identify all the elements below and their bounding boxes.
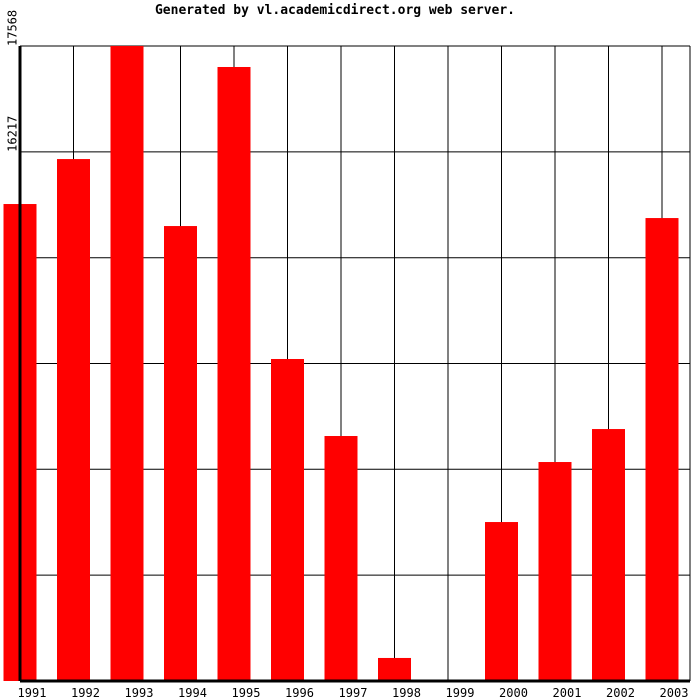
x-tick-label: 1998 — [392, 686, 421, 700]
bar — [378, 657, 411, 681]
bar — [538, 462, 572, 681]
bar — [217, 66, 251, 681]
bar — [271, 358, 304, 681]
y-tick-label: 17568 — [6, 10, 20, 46]
x-tick-label: 1995 — [232, 686, 261, 700]
x-tick-label: 2002 — [606, 686, 635, 700]
bar — [164, 226, 197, 681]
x-tick-label: 1996 — [285, 686, 314, 700]
x-tick-label: 1991 — [18, 686, 47, 700]
x-tick-label: 1997 — [339, 686, 368, 700]
x-tick-label: 1993 — [125, 686, 154, 700]
x-tick-label: 1999 — [446, 686, 475, 700]
bar — [645, 218, 679, 681]
bar — [57, 159, 90, 681]
x-tick-label: 1994 — [178, 686, 207, 700]
chart-title: Generated by vl.academicdirect.org web s… — [155, 3, 515, 18]
y-tick-label: 16217 — [6, 116, 20, 152]
bar — [592, 429, 625, 681]
x-tick-label: 2003 — [660, 686, 689, 700]
bar — [324, 436, 358, 681]
x-tick-label: 2001 — [553, 686, 582, 700]
x-tick-label: 2000 — [499, 686, 528, 700]
x-tick-label: 1992 — [71, 686, 100, 700]
bar — [485, 522, 518, 681]
bar — [110, 46, 144, 681]
